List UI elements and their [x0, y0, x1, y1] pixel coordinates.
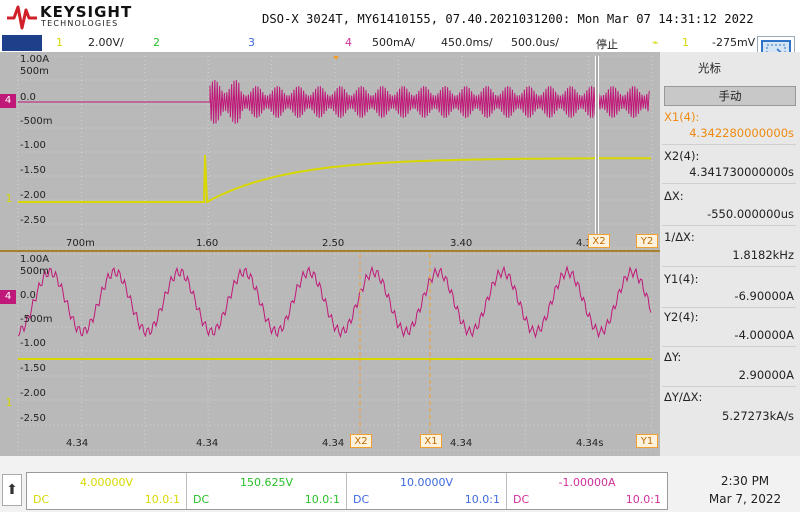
lower-x-tick-label: 4.34s [576, 438, 604, 449]
upper-y-tick-label: -2.50 [20, 215, 46, 226]
dx-label: ΔX: [664, 189, 684, 203]
ch1-indicator[interactable] [2, 35, 42, 51]
lower-y-tick-label: 1.00A [20, 254, 50, 265]
brand-name: KEYSIGHT [40, 3, 133, 21]
upper-y-tick-label: -500m [20, 116, 53, 127]
waveform-display[interactable]: 1.00A 500m 0.0 -500m -1.00 -1.50 -2.00 -2.50 1.… [0, 52, 660, 456]
time-position[interactable]: 450.0ms/ [441, 36, 493, 49]
lower-y-tick-label: -2.00 [20, 388, 46, 399]
dydx-value: 5.27273kA/s [722, 409, 794, 423]
dx-value: -550.000000us [707, 207, 794, 221]
lower-y-tick-label: 500m [20, 266, 49, 277]
ch4-summary-probe: 10.0:1 [625, 493, 661, 506]
upper-x-tick-label: 2.50 [322, 238, 345, 249]
upper-y2-marker[interactable]: Y2 [636, 234, 658, 248]
ch4-scale[interactable]: 500mA/ [372, 36, 415, 49]
lower-y-tick-label: -500m [20, 314, 53, 325]
ch4-summary[interactable]: -1.00000A DC 10.0:1 [507, 473, 667, 509]
y1-value[interactable]: -6.90000A [734, 289, 794, 303]
ch4-summary-coupling: DC [513, 493, 530, 506]
lower-y-tick-label: -2.50 [20, 413, 46, 424]
ch3-number[interactable]: 3 [248, 36, 255, 49]
lower-y-tick-label: 0.0 [20, 290, 36, 301]
waveform-svg [0, 55, 660, 451]
dy-label: ΔY: [664, 350, 682, 364]
upper-y-tick-label: -2.00 [20, 190, 46, 201]
x1-value[interactable]: 4.342280000000s [689, 126, 794, 140]
ch1-summary-coupling: DC [33, 493, 50, 506]
lower-x-tick-label: 4.34 [450, 438, 473, 449]
lower-y-tick-label: -1.00 [20, 338, 46, 349]
ch1-summary[interactable]: 4.00000V DC 10.0:1 [27, 473, 187, 509]
ch2-summary-probe: 10.0:1 [304, 493, 340, 506]
ch2-summary-value: 150.625V [239, 476, 293, 489]
ch2-summary-coupling: DC [193, 493, 210, 506]
upper-ch4-trace [18, 79, 650, 124]
inv-dx-value: 1.8182kHz [732, 248, 794, 262]
upper-x-tick-label: 3.40 [450, 238, 473, 249]
upper-x-tick-label: 4.3 [576, 238, 592, 249]
trigger-level[interactable]: -275mV [712, 36, 756, 49]
ch4-number[interactable]: 4 [345, 36, 352, 49]
lower-ch4-marker[interactable]: 4 [0, 290, 16, 304]
cursor-mode-button[interactable]: 手动 [664, 86, 796, 106]
upper-x2-marker[interactable]: X2 [588, 234, 610, 248]
upper-ch4-marker[interactable]: 4 [0, 94, 16, 108]
cursor-panel-title: 光标 [698, 61, 721, 75]
lower-x2-marker[interactable]: X2 [350, 434, 372, 448]
ch3-summary[interactable]: 10.0000V DC 10.0:1 [347, 473, 507, 509]
y2-value[interactable]: -4.00000A [734, 328, 794, 342]
ch3-summary-coupling: DC [353, 493, 370, 506]
channel-summary-box: 4.00000V DC 10.0:1 150.625V DC 10.0:1 10… [26, 472, 668, 510]
upper-y-tick-label: 1.00A [20, 54, 50, 65]
ch2-summary[interactable]: 150.625V DC 10.0:1 [187, 473, 347, 509]
trigger-position-icon [333, 56, 339, 60]
up-arrow-icon[interactable]: ⬆ [2, 474, 22, 506]
dydx-label: ΔY/ΔX: [664, 390, 703, 404]
x2-label: X2(4): [664, 149, 700, 163]
upper-y-tick-label: -1.50 [20, 165, 46, 176]
lower-y-tick-label: -1.50 [20, 363, 46, 374]
ch3-summary-probe: 10.0:1 [464, 493, 500, 506]
x1-label: X1(4): [664, 110, 700, 124]
brand-subtitle: TECHNOLOGIES [41, 19, 119, 28]
upper-y-tick-label: -1.00 [20, 140, 46, 151]
lower-x-tick-label: 4.34 [66, 438, 89, 449]
window-title: DSO-X 3024T, MY61410155, 07.40.202103120… [262, 12, 754, 26]
upper-ch1-marker[interactable]: 1 [5, 192, 13, 205]
clock-date: Mar 7, 2022 [708, 492, 782, 506]
y2-label: Y2(4): [664, 310, 699, 324]
inv-dx-label: 1/ΔX: [664, 230, 695, 244]
ch3-summary-value: 10.0000V [399, 476, 453, 489]
trigger-source[interactable]: 1 [682, 36, 689, 49]
x2-value[interactable]: 4.341730000000s [689, 165, 794, 179]
ch1-number[interactable]: 1 [56, 36, 63, 49]
ch1-scale[interactable]: 2.00V/ [88, 36, 124, 49]
keysight-logo-icon [7, 5, 37, 30]
y1-label: Y1(4): [664, 272, 699, 286]
upper-y-tick-label: 500m [20, 66, 49, 77]
clock-time: 2:30 PM [720, 474, 770, 488]
ch2-number[interactable]: 2 [153, 36, 160, 49]
upper-x-tick-label: 700m [66, 238, 95, 249]
ch1-summary-probe: 10.0:1 [144, 493, 180, 506]
cursor-panel: 光标 手动 X1(4): 4.342280000000s X2(4): 4.34… [660, 52, 800, 456]
lower-x-tick-label: 4.34 [322, 438, 345, 449]
channel-bar: 1 2.00V/ 2 3 4 500mA/ 450.0ms/ 500.0us/ … [0, 34, 800, 52]
upper-x-tick-label: 1.60 [196, 238, 219, 249]
lower-ch4-trace [17, 265, 652, 339]
dy-value: 2.90000A [738, 368, 794, 382]
lower-x1-marker[interactable]: X1 [420, 434, 442, 448]
lower-ch1-marker[interactable]: 1 [5, 396, 13, 409]
lower-x-tick-label: 4.34 [196, 438, 219, 449]
trigger-icon: ⌁ [652, 36, 659, 49]
run-state[interactable]: 停止 [596, 38, 618, 51]
time-scale[interactable]: 500.0us/ [511, 36, 559, 49]
header: KEYSIGHT TECHNOLOGIES DSO-X 3024T, MY614… [0, 0, 800, 34]
ch1-summary-value: 4.00000V [79, 476, 133, 489]
upper-ch1-trace [18, 154, 651, 204]
lower-y1-marker[interactable]: Y1 [636, 434, 658, 448]
ch4-summary-value: -1.00000A [558, 476, 616, 489]
upper-y-tick-label: 0.0 [20, 92, 36, 103]
